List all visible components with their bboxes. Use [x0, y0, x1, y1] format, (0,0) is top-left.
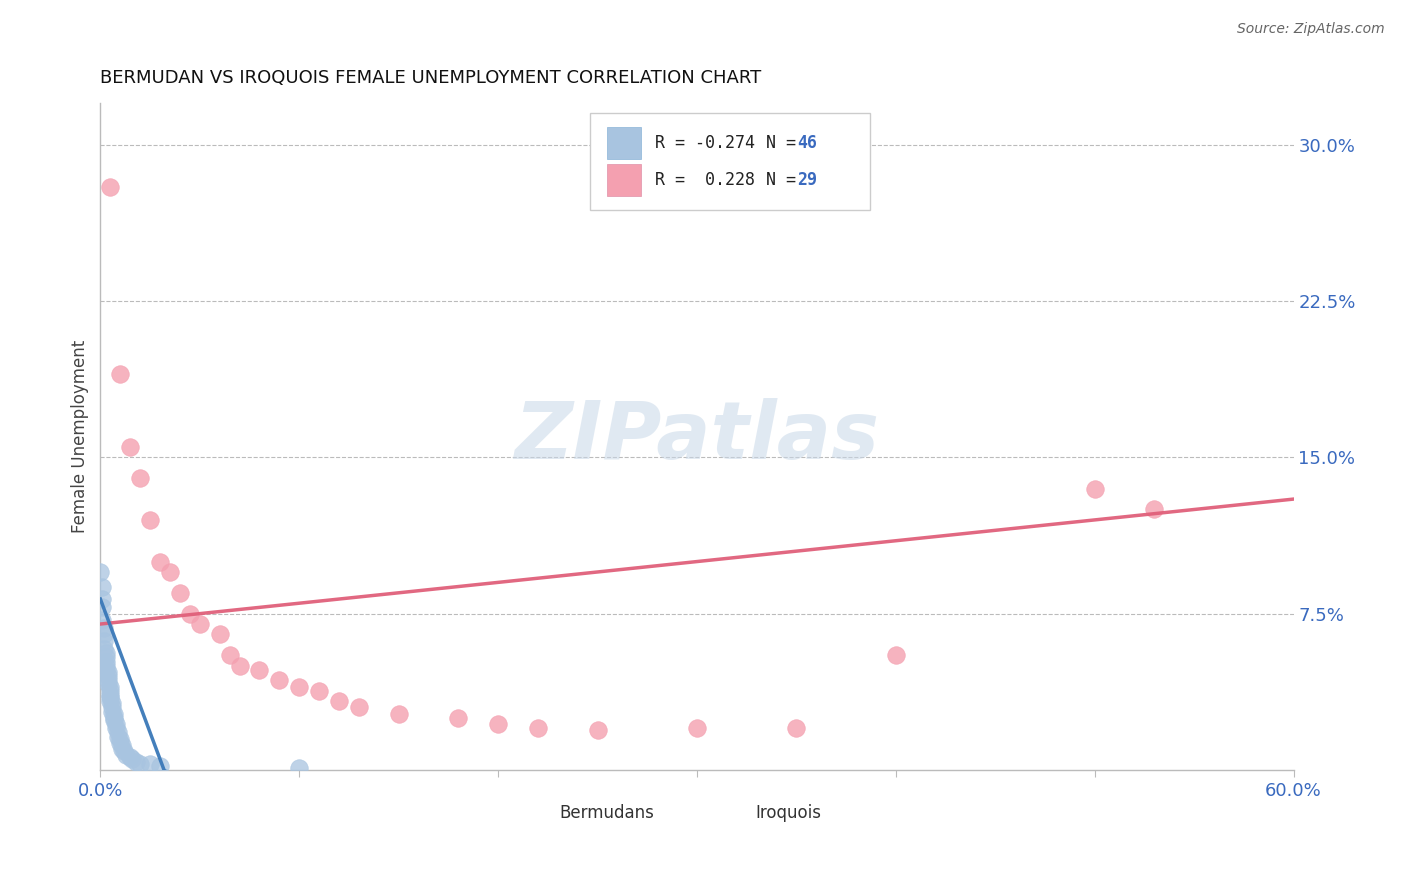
Point: [388, 706, 411, 721]
Point: [112, 744, 135, 758]
Point: [139, 513, 162, 527]
Point: [785, 721, 807, 735]
Text: ZIPatlas: ZIPatlas: [515, 398, 880, 475]
Point: [107, 725, 129, 739]
Point: [98, 683, 121, 698]
Point: [93, 642, 115, 657]
Point: [93, 633, 115, 648]
Point: [97, 677, 120, 691]
Point: [91, 600, 114, 615]
Point: [159, 565, 181, 579]
Point: [93, 621, 115, 635]
Point: [129, 756, 152, 771]
Point: [120, 750, 142, 764]
Text: BERMUDAN VS IROQUOIS FEMALE UNEMPLOYMENT CORRELATION CHART: BERMUDAN VS IROQUOIS FEMALE UNEMPLOYMENT…: [100, 69, 762, 87]
Point: [486, 717, 509, 731]
Point: [179, 607, 201, 621]
Point: [89, 565, 111, 579]
Point: [527, 721, 550, 735]
Text: Bermudans: Bermudans: [560, 805, 655, 822]
Point: [98, 690, 121, 704]
Point: [228, 658, 250, 673]
Point: [129, 471, 152, 485]
Point: [97, 665, 120, 679]
Point: [447, 711, 470, 725]
Point: [111, 742, 134, 756]
Point: [96, 655, 118, 669]
Point: [91, 613, 114, 627]
Point: [96, 663, 118, 677]
Point: [101, 700, 124, 714]
Point: [1143, 502, 1166, 516]
Point: [98, 179, 121, 194]
Text: R = -0.274: R = -0.274: [655, 134, 755, 152]
Point: [98, 680, 121, 694]
Point: [586, 723, 609, 738]
FancyBboxPatch shape: [721, 803, 749, 823]
Point: [103, 706, 125, 721]
Point: [103, 711, 125, 725]
Point: [91, 592, 114, 607]
Text: N =: N =: [766, 134, 806, 152]
Point: [121, 752, 143, 766]
Point: [125, 755, 148, 769]
Point: [218, 648, 240, 663]
Point: [169, 586, 191, 600]
Point: [97, 669, 120, 683]
Point: [208, 627, 231, 641]
Point: [149, 758, 172, 772]
FancyBboxPatch shape: [607, 127, 641, 159]
Point: [97, 673, 120, 688]
Point: [107, 730, 129, 744]
Point: [884, 648, 907, 663]
FancyBboxPatch shape: [524, 803, 553, 823]
Point: [91, 580, 114, 594]
Point: [115, 748, 138, 763]
Point: [101, 705, 124, 719]
Point: [1084, 482, 1107, 496]
Point: [288, 680, 311, 694]
Point: [96, 646, 118, 660]
Point: [686, 721, 709, 735]
Text: N =: N =: [766, 171, 806, 189]
Point: [105, 721, 128, 735]
Text: 29: 29: [797, 171, 817, 189]
Point: [120, 440, 142, 454]
Point: [98, 688, 121, 702]
Point: [110, 736, 132, 750]
Point: [101, 696, 124, 710]
FancyBboxPatch shape: [607, 164, 641, 196]
Text: 46: 46: [797, 134, 817, 152]
Point: [110, 731, 132, 746]
Point: [328, 694, 350, 708]
Point: [308, 683, 330, 698]
Text: Source: ZipAtlas.com: Source: ZipAtlas.com: [1237, 22, 1385, 37]
Y-axis label: Female Unemployment: Female Unemployment: [72, 340, 89, 533]
Point: [93, 627, 115, 641]
Point: [111, 738, 134, 752]
Point: [149, 555, 172, 569]
Point: [96, 658, 118, 673]
Point: [269, 673, 291, 688]
Text: R =  0.228: R = 0.228: [655, 171, 755, 189]
Point: [288, 761, 311, 775]
Point: [347, 700, 370, 714]
Point: [96, 650, 118, 665]
Point: [105, 717, 128, 731]
Point: [188, 617, 211, 632]
Text: Iroquois: Iroquois: [755, 805, 821, 822]
Point: [139, 756, 162, 771]
FancyBboxPatch shape: [589, 113, 870, 210]
Point: [103, 713, 125, 727]
Point: [110, 367, 132, 381]
Point: [98, 694, 121, 708]
Point: [249, 663, 271, 677]
